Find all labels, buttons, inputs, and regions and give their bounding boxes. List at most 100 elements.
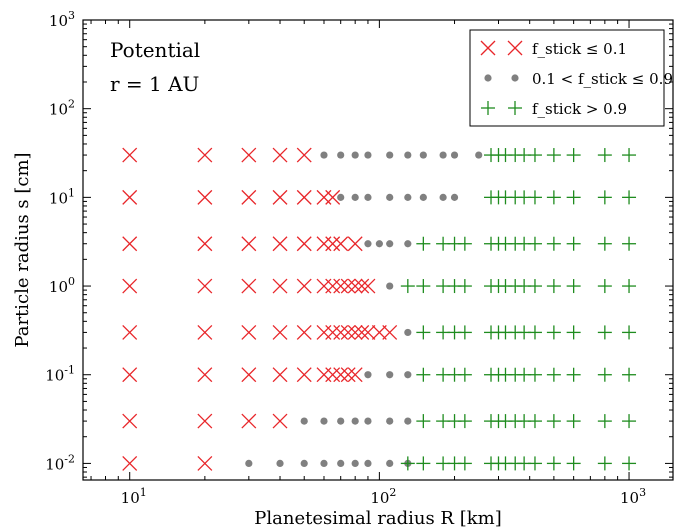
point-fstick-low bbox=[316, 278, 332, 294]
point-fstick-low bbox=[347, 236, 363, 252]
point-fstick-high bbox=[566, 236, 581, 251]
point-fstick-high bbox=[527, 236, 542, 251]
point-fstick-high bbox=[527, 148, 542, 163]
point-fstick-high bbox=[546, 236, 561, 251]
point-fstick-mid bbox=[364, 371, 372, 379]
point-fstick-mid bbox=[320, 151, 328, 159]
point-fstick-low bbox=[340, 324, 356, 340]
point-fstick-low bbox=[316, 324, 332, 340]
point-fstick-mid bbox=[475, 151, 483, 159]
point-fstick-high bbox=[527, 367, 542, 382]
point-fstick-high bbox=[400, 279, 415, 294]
point-fstick-low bbox=[296, 189, 312, 205]
point-fstick-low bbox=[360, 324, 376, 340]
point-fstick-low bbox=[272, 147, 288, 163]
point-fstick-low bbox=[241, 367, 257, 383]
point-fstick-low bbox=[340, 278, 356, 294]
point-fstick-high bbox=[400, 456, 415, 471]
point-fstick-high bbox=[597, 236, 612, 251]
point-fstick-low bbox=[333, 236, 349, 252]
point-fstick-low bbox=[347, 367, 363, 383]
point-fstick-low bbox=[333, 278, 349, 294]
legend: f_stick ≤ 0.1 0.1 < f_stick ≤ 0.9 f_stick … bbox=[469, 29, 673, 127]
point-fstick-low bbox=[197, 189, 213, 205]
point-fstick-high bbox=[457, 367, 472, 382]
point-fstick-high bbox=[416, 325, 431, 340]
point-fstick-low bbox=[296, 367, 312, 383]
point-fstick-mid bbox=[337, 151, 345, 159]
point-fstick-mid bbox=[450, 193, 459, 201]
point-fstick-mid bbox=[276, 459, 284, 468]
point-fstick-mid bbox=[386, 459, 394, 468]
point-fstick-mid bbox=[364, 459, 372, 468]
point-fstick-mid bbox=[386, 371, 394, 379]
point-fstick-mid bbox=[337, 193, 345, 201]
point-fstick-mid bbox=[386, 151, 394, 159]
point-fstick-mid bbox=[419, 193, 427, 201]
point-fstick-high bbox=[527, 414, 542, 429]
point-fstick-low bbox=[122, 236, 138, 252]
point-fstick-mid bbox=[364, 240, 372, 248]
point-fstick-high bbox=[546, 325, 561, 340]
point-fstick-low bbox=[272, 413, 288, 429]
y-tick-label: 102 bbox=[49, 98, 75, 119]
point-fstick-low bbox=[122, 413, 138, 429]
point-fstick-mid bbox=[351, 151, 359, 159]
point-fstick-mid bbox=[386, 193, 394, 201]
point-fstick-high bbox=[597, 456, 612, 471]
point-fstick-high bbox=[622, 456, 637, 471]
point-fstick-mid bbox=[404, 328, 412, 337]
y-tick-label: 100 bbox=[49, 275, 75, 296]
point-fstick-high bbox=[457, 414, 472, 429]
point-fstick-low bbox=[272, 324, 288, 340]
point-fstick-high bbox=[546, 190, 561, 205]
point-fstick-mid bbox=[245, 459, 253, 468]
plot-frame bbox=[82, 19, 674, 481]
y-tick-label: 10-1 bbox=[45, 364, 75, 385]
point-fstick-high bbox=[597, 367, 612, 382]
point-fstick-mid bbox=[337, 417, 345, 425]
legend-marker-dot bbox=[511, 74, 519, 82]
point-fstick-low bbox=[197, 278, 213, 294]
point-fstick-mid bbox=[320, 459, 328, 468]
point-fstick-mid bbox=[419, 151, 427, 159]
data-marks bbox=[122, 147, 637, 471]
point-fstick-mid bbox=[364, 151, 372, 159]
point-fstick-low bbox=[347, 324, 363, 340]
point-fstick-high bbox=[416, 279, 431, 294]
point-fstick-low bbox=[316, 236, 332, 252]
point-fstick-low bbox=[272, 367, 288, 383]
point-fstick-mid bbox=[351, 417, 359, 425]
point-fstick-mid bbox=[337, 459, 345, 468]
point-fstick-high bbox=[622, 414, 637, 429]
point-fstick-high bbox=[622, 279, 637, 294]
point-fstick-mid bbox=[375, 240, 383, 248]
point-fstick-high bbox=[546, 456, 561, 471]
tick-labels: 101 102 103 10-2 10-1 100 101 102 103 bbox=[45, 9, 646, 507]
point-fstick-high bbox=[566, 325, 581, 340]
point-fstick-high bbox=[566, 456, 581, 471]
point-fstick-low bbox=[296, 147, 312, 163]
point-fstick-high bbox=[622, 367, 637, 382]
point-fstick-low bbox=[122, 147, 138, 163]
point-fstick-mid bbox=[386, 282, 394, 290]
point-fstick-mid bbox=[404, 240, 412, 248]
point-fstick-low bbox=[382, 324, 398, 340]
point-fstick-high bbox=[546, 367, 561, 382]
point-fstick-low bbox=[325, 278, 341, 294]
point-fstick-high bbox=[527, 190, 542, 205]
point-fstick-low bbox=[197, 147, 213, 163]
series-x bbox=[122, 147, 398, 471]
legend-label-x: f_stick ≤ 0.1 bbox=[532, 40, 627, 58]
point-fstick-high bbox=[546, 148, 561, 163]
point-fstick-mid bbox=[300, 459, 308, 468]
point-fstick-high bbox=[566, 190, 581, 205]
point-fstick-mid bbox=[404, 151, 412, 159]
point-fstick-low bbox=[272, 236, 288, 252]
point-fstick-high bbox=[457, 279, 472, 294]
point-fstick-high bbox=[566, 279, 581, 294]
point-fstick-low bbox=[333, 324, 349, 340]
point-fstick-mid bbox=[404, 371, 412, 379]
point-fstick-low bbox=[333, 367, 349, 383]
